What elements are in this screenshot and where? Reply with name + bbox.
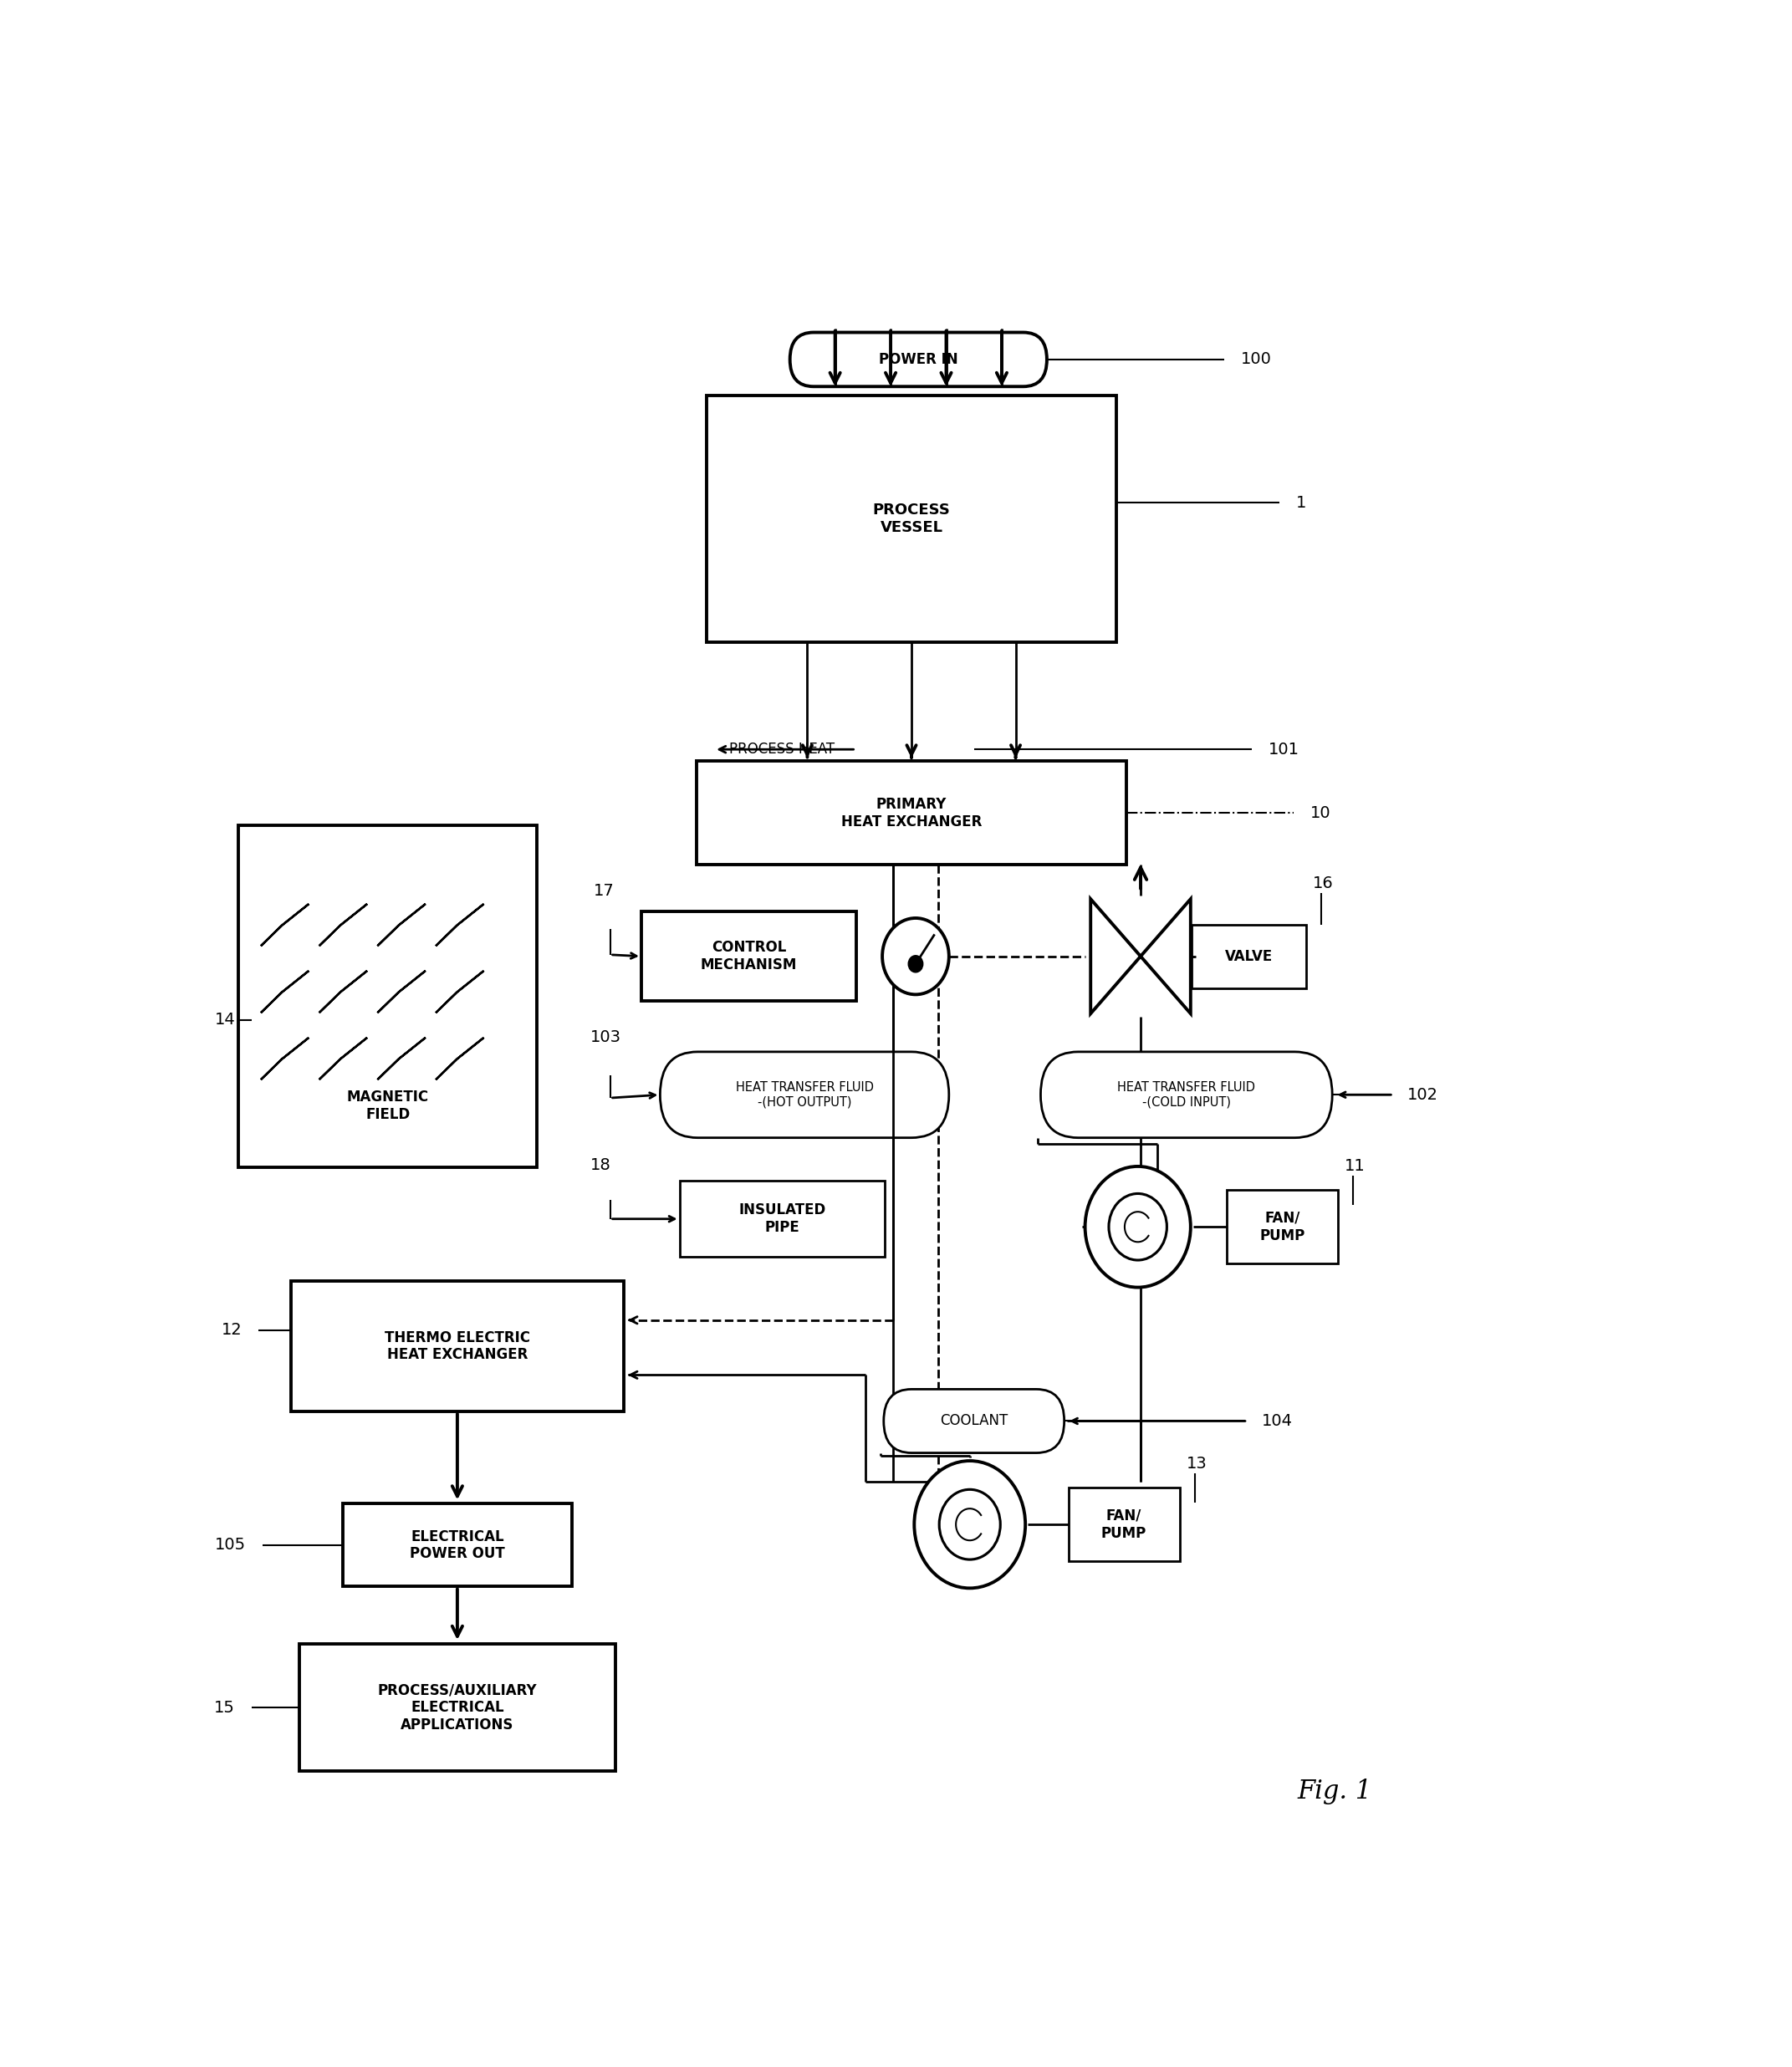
Text: 105: 105 [215,1538,246,1552]
Text: 100: 100 [1240,351,1272,368]
Text: 10: 10 [1310,806,1331,821]
Bar [290,1282,624,1412]
Bar [642,912,857,1000]
Text: FAN/
PUMP: FAN/ PUMP [1260,1211,1305,1242]
FancyBboxPatch shape [659,1052,950,1137]
Text: 14: 14 [215,1013,235,1027]
FancyBboxPatch shape [1041,1052,1331,1137]
Bar [238,825,538,1168]
Bar [1068,1488,1179,1561]
Text: PROCESS/AUXILIARY
ELECTRICAL
APPLICATIONS: PROCESS/AUXILIARY ELECTRICAL APPLICATION… [378,1683,538,1732]
Bar [1192,924,1306,988]
Text: THERMO ELECTRIC
HEAT EXCHANGER: THERMO ELECTRIC HEAT EXCHANGER [385,1329,530,1362]
Text: PRIMARY
HEAT EXCHANGER: PRIMARY HEAT EXCHANGER [840,798,982,829]
Text: 18: 18 [591,1158,611,1172]
Text: 12: 12 [222,1323,242,1337]
Text: 16: 16 [1314,874,1333,891]
Text: 101: 101 [1269,742,1299,757]
Polygon shape [1142,899,1190,1013]
Text: PROCESS
VESSEL: PROCESS VESSEL [873,502,950,535]
Text: HEAT TRANSFER FLUID
-(COLD INPUT): HEAT TRANSFER FLUID -(COLD INPUT) [1118,1081,1256,1108]
Text: 15: 15 [215,1699,235,1716]
Text: 13: 13 [1186,1455,1208,1472]
Bar [695,761,1127,864]
Bar [299,1643,616,1771]
Text: POWER IN: POWER IN [878,351,959,368]
Text: ELECTRICAL
POWER OUT: ELECTRICAL POWER OUT [410,1530,505,1561]
Text: PROCESS HEAT: PROCESS HEAT [729,742,835,757]
Polygon shape [1091,899,1142,1013]
Text: 1: 1 [1296,494,1306,511]
Text: 102: 102 [1407,1087,1439,1102]
Text: CONTROL
MECHANISM: CONTROL MECHANISM [701,940,797,971]
Text: MAGNETIC
FIELD: MAGNETIC FIELD [348,1089,428,1122]
Text: COOLANT: COOLANT [941,1414,1007,1428]
Text: INSULATED
PIPE: INSULATED PIPE [738,1203,826,1236]
FancyBboxPatch shape [883,1389,1064,1453]
Text: Fig. 1: Fig. 1 [1297,1780,1373,1804]
Bar [679,1180,885,1257]
Circle shape [909,955,923,971]
FancyBboxPatch shape [790,333,1047,387]
Bar [706,395,1116,643]
Text: 104: 104 [1262,1414,1292,1428]
Circle shape [1086,1166,1190,1288]
Bar [342,1505,572,1587]
Text: 103: 103 [591,1029,622,1046]
Text: VALVE: VALVE [1226,949,1272,963]
Circle shape [939,1490,1000,1559]
Text: FAN/
PUMP: FAN/ PUMP [1102,1509,1147,1540]
Circle shape [882,918,950,994]
Circle shape [914,1461,1025,1587]
Text: 17: 17 [593,883,615,899]
Text: HEAT TRANSFER FLUID
-(HOT OUTPUT): HEAT TRANSFER FLUID -(HOT OUTPUT) [735,1081,873,1108]
Circle shape [1109,1193,1167,1261]
Text: 11: 11 [1344,1158,1366,1174]
Bar [1228,1191,1339,1263]
